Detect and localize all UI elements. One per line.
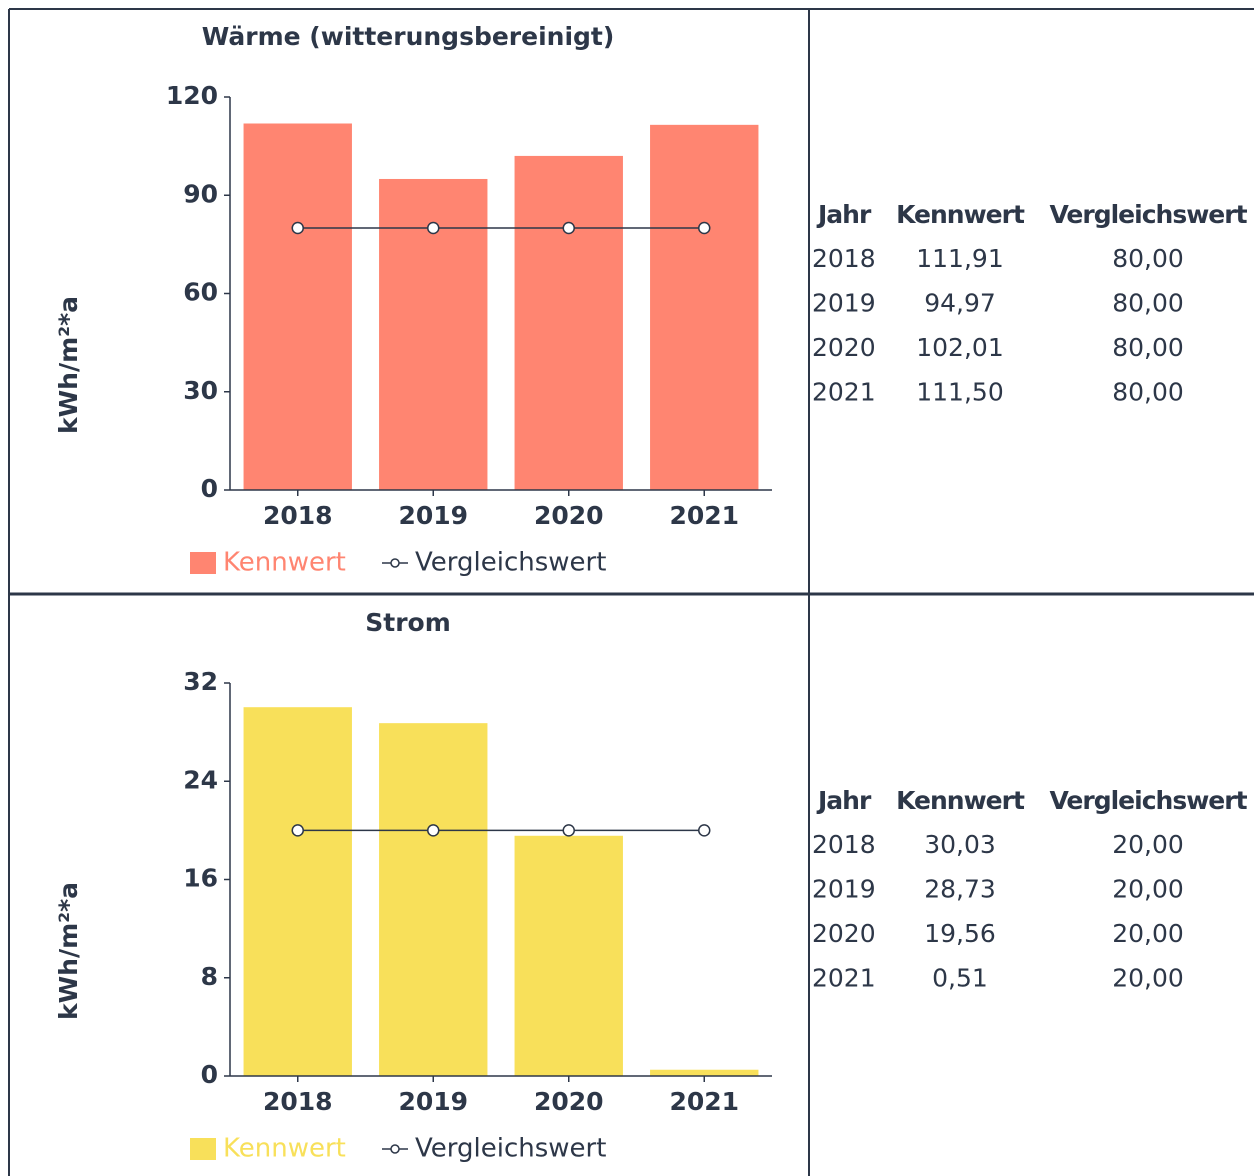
table-header: Kennwert [896, 200, 1025, 229]
bar [514, 155, 623, 491]
table-cell: 2021 [812, 964, 876, 993]
table-cell: 2019 [812, 875, 876, 904]
line-marker [427, 221, 440, 235]
y-tick-label: 30 [183, 376, 218, 405]
table-cell: 94,97 [924, 289, 996, 318]
bar [650, 1069, 759, 1076]
table-cell: 2018 [812, 244, 876, 273]
y-tick-label: 8 [201, 962, 218, 991]
bar [243, 707, 352, 1076]
y-tick-label: 24 [183, 765, 218, 794]
y-axis-label: kWh/m²*a [54, 296, 83, 434]
x-tick-label: 2019 [398, 501, 468, 530]
line-marker [698, 221, 711, 235]
line-marker [698, 824, 711, 837]
legend-label: Kennwert [223, 548, 346, 578]
table-cell: 20,00 [1112, 964, 1184, 993]
legend-label: Vergleichswert [415, 1134, 606, 1164]
table-cell: 2020 [812, 333, 876, 362]
table-header: Jahr [816, 786, 872, 815]
table-cell: 111,50 [916, 378, 1003, 407]
x-tick-label: 2018 [263, 501, 333, 530]
legend-swatch [190, 1138, 216, 1160]
y-tick-label: 0 [201, 474, 218, 503]
table-cell: 2019 [812, 289, 876, 318]
y-axis-label: kWh/m²*a [54, 882, 83, 1020]
table-header: Jahr [816, 200, 872, 229]
table-cell: 20,00 [1112, 830, 1184, 859]
table-cell: 80,00 [1112, 378, 1184, 407]
table-cell: 30,03 [924, 830, 996, 859]
line-marker [291, 221, 304, 235]
legend-swatch [390, 558, 400, 568]
table-cell: 28,73 [924, 875, 996, 904]
line-marker [562, 221, 575, 235]
table-cell: 19,56 [924, 919, 996, 948]
table-cell: 20,00 [1112, 919, 1184, 948]
chart-title: Strom [365, 608, 451, 637]
x-tick-label: 2021 [669, 501, 739, 530]
x-tick-label: 2021 [669, 1087, 739, 1116]
y-tick-label: 120 [166, 81, 218, 110]
legend-label: Vergleichswert [415, 548, 606, 578]
table-cell: 20,00 [1112, 875, 1184, 904]
y-tick-label: 32 [183, 667, 218, 696]
x-tick-label: 2020 [534, 501, 604, 530]
table-cell: 102,01 [916, 333, 1003, 362]
y-tick-label: 90 [183, 179, 218, 208]
x-tick-label: 2020 [534, 1087, 604, 1116]
table-cell: 2020 [812, 919, 876, 948]
bar [514, 835, 623, 1076]
line-marker [427, 824, 440, 837]
table-cell: 111,91 [916, 244, 1003, 273]
y-tick-label: 16 [183, 864, 218, 893]
bar [379, 723, 488, 1076]
table-cell: 80,00 [1112, 333, 1184, 362]
table-cell: 2018 [812, 830, 876, 859]
chart-title: Wärme (witterungsbereinigt) [202, 22, 615, 51]
y-tick-label: 0 [201, 1060, 218, 1089]
bar [650, 124, 759, 491]
line-marker [291, 824, 304, 837]
x-tick-label: 2018 [263, 1087, 333, 1116]
table-header: Vergleichswert [1049, 786, 1247, 815]
legend-label: Kennwert [223, 1134, 346, 1164]
table-cell: 0,51 [932, 964, 988, 993]
line-marker [562, 824, 575, 837]
legend-swatch [390, 1144, 400, 1154]
table-cell: 2021 [812, 378, 876, 407]
table-cell: 80,00 [1112, 244, 1184, 273]
table-cell: 80,00 [1112, 289, 1184, 318]
table-header: Kennwert [896, 786, 1025, 815]
table-header: Vergleichswert [1049, 200, 1247, 229]
legend-swatch [190, 552, 216, 574]
y-tick-label: 60 [183, 278, 218, 307]
x-tick-label: 2019 [398, 1087, 468, 1116]
bar [243, 123, 352, 490]
